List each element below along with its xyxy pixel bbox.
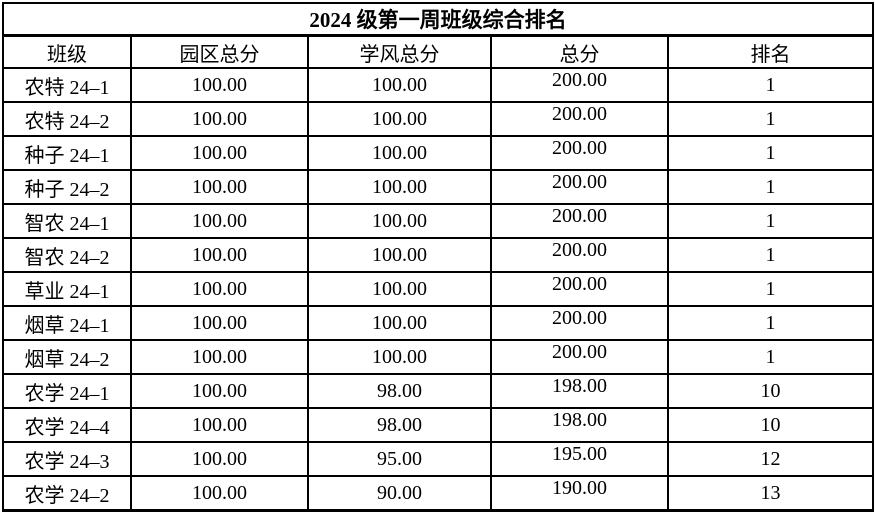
study-score-cell: 100.00 <box>307 237 492 273</box>
campus-score-cell: 100.00 <box>130 101 309 137</box>
class-name-cell: 烟草 24–1 <box>2 305 132 341</box>
class-name-cell: 草业 24–1 <box>2 271 132 307</box>
class-name-cell: 智农 24–1 <box>2 203 132 239</box>
class-name-cell: 智农 24–2 <box>2 237 132 273</box>
table-row: 农特 24–1 100.00 100.00 200.00 1 <box>2 67 875 103</box>
rank-cell: 1 <box>666 237 875 273</box>
rank-cell: 1 <box>666 67 875 103</box>
table-row: 烟草 24–1 100.00 100.00 200.00 1 <box>2 305 875 341</box>
study-score-cell: 100.00 <box>307 169 492 205</box>
total-score-cell: 200.00 <box>490 67 669 103</box>
table-row: 烟草 24–2 100.00 100.00 200.00 1 <box>2 339 875 375</box>
rank-cell: 13 <box>666 475 875 512</box>
campus-score-cell: 100.00 <box>130 67 309 103</box>
rank-cell: 10 <box>666 373 875 409</box>
total-score-cell: 198.00 <box>490 373 669 409</box>
campus-score-cell: 100.00 <box>130 203 309 239</box>
study-score-cell: 98.00 <box>307 373 492 409</box>
table-row: 农学 24–3 100.00 95.00 195.00 12 <box>2 441 875 477</box>
class-name-cell: 农特 24–1 <box>2 67 132 103</box>
campus-score-cell: 100.00 <box>130 339 309 375</box>
total-score-cell: 200.00 <box>490 237 669 273</box>
table-row: 智农 24–1 100.00 100.00 200.00 1 <box>2 203 875 239</box>
study-score-cell: 98.00 <box>307 407 492 443</box>
campus-score-cell: 100.00 <box>130 135 309 171</box>
study-score-cell: 95.00 <box>307 441 492 477</box>
class-name-cell: 农特 24–2 <box>2 101 132 137</box>
table-row: 智农 24–2 100.00 100.00 200.00 1 <box>2 237 875 273</box>
total-score-cell: 200.00 <box>490 203 669 239</box>
study-score-cell: 100.00 <box>307 67 492 103</box>
study-score-cell: 100.00 <box>307 339 492 375</box>
total-score-cell: 200.00 <box>490 339 669 375</box>
table-row: 农特 24–2 100.00 100.00 200.00 1 <box>2 101 875 137</box>
study-score-cell: 100.00 <box>307 203 492 239</box>
study-score-cell: 100.00 <box>307 271 492 307</box>
total-score-cell: 200.00 <box>490 101 669 137</box>
table-row: 农学 24–4 100.00 98.00 198.00 10 <box>2 407 875 443</box>
total-score-cell: 200.00 <box>490 271 669 307</box>
rank-cell: 12 <box>666 441 875 477</box>
study-score-cell: 90.00 <box>307 475 492 512</box>
class-name-cell: 种子 24–1 <box>2 135 132 171</box>
title-row: 2024 级第一周班级综合排名 <box>1 2 875 37</box>
rank-cell: 1 <box>666 101 875 137</box>
campus-score-cell: 100.00 <box>130 169 309 205</box>
table-row: 种子 24–1 100.00 100.00 200.00 1 <box>2 135 875 171</box>
study-score-cell: 100.00 <box>307 101 492 137</box>
table-row: 草业 24–1 100.00 100.00 200.00 1 <box>2 271 875 307</box>
total-score-cell: 200.00 <box>490 305 669 341</box>
table-row: 种子 24–2 100.00 100.00 200.00 1 <box>2 169 875 205</box>
class-name-cell: 种子 24–2 <box>2 169 132 205</box>
rank-cell: 1 <box>666 271 875 307</box>
rank-cell: 1 <box>666 339 875 375</box>
rank-cell: 10 <box>666 407 875 443</box>
rank-cell: 1 <box>666 169 875 205</box>
class-ranking-table: 2024 级第一周班级综合排名 班级 园区总分 学风总分 总分 排名 农特 24… <box>1 2 875 512</box>
campus-score-cell: 100.00 <box>130 373 309 409</box>
table-body: 农特 24–1 100.00 100.00 200.00 1 农特 24–2 1… <box>2 67 875 512</box>
class-name-cell: 农学 24–1 <box>2 373 132 409</box>
header-row: 班级 园区总分 学风总分 总分 排名 <box>2 34 875 69</box>
study-score-cell: 100.00 <box>307 305 492 341</box>
header-rank: 排名 <box>666 34 875 69</box>
campus-score-cell: 100.00 <box>130 237 309 273</box>
header-class: 班级 <box>2 34 132 69</box>
table-row: 农学 24–2 100.00 90.00 190.00 13 <box>2 475 875 512</box>
total-score-cell: 200.00 <box>490 135 669 171</box>
header-total-score: 总分 <box>490 34 669 69</box>
campus-score-cell: 100.00 <box>130 305 309 341</box>
total-score-cell: 190.00 <box>490 475 669 512</box>
study-score-cell: 100.00 <box>307 135 492 171</box>
class-name-cell: 烟草 24–2 <box>2 339 132 375</box>
class-name-cell: 农学 24–3 <box>2 441 132 477</box>
header-study-score: 学风总分 <box>307 34 492 69</box>
header-campus-score: 园区总分 <box>130 34 309 69</box>
table-row: 农学 24–1 100.00 98.00 198.00 10 <box>2 373 875 409</box>
campus-score-cell: 100.00 <box>130 441 309 477</box>
class-name-cell: 农学 24–4 <box>2 407 132 443</box>
campus-score-cell: 100.00 <box>130 271 309 307</box>
campus-score-cell: 100.00 <box>130 475 309 512</box>
table-title: 2024 级第一周班级综合排名 <box>1 2 875 37</box>
campus-score-cell: 100.00 <box>130 407 309 443</box>
total-score-cell: 195.00 <box>490 441 669 477</box>
rank-cell: 1 <box>666 203 875 239</box>
rank-cell: 1 <box>666 305 875 341</box>
class-name-cell: 农学 24–2 <box>2 475 132 512</box>
total-score-cell: 200.00 <box>490 169 669 205</box>
total-score-cell: 198.00 <box>490 407 669 443</box>
rank-cell: 1 <box>666 135 875 171</box>
